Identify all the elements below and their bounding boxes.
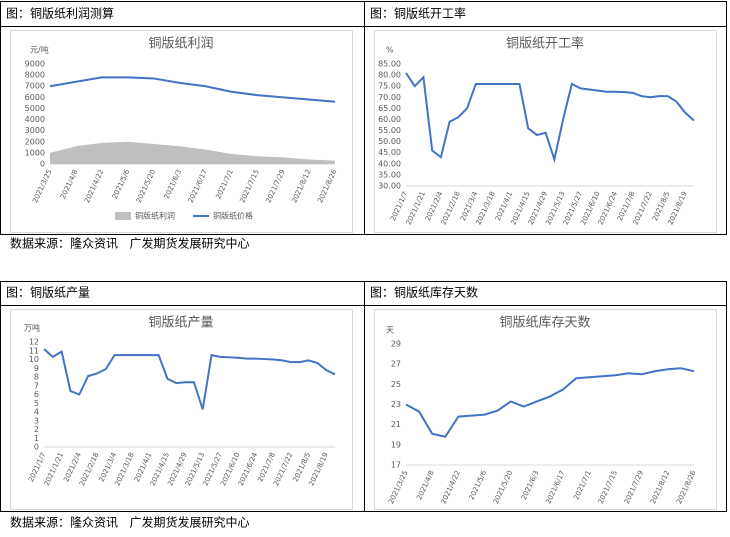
x-tick-label: 2021/5/6 bbox=[468, 469, 489, 501]
line bbox=[49, 76, 336, 103]
y-tick-label: 5000 bbox=[25, 104, 45, 113]
x-tick-label: 2021/5/6 bbox=[111, 168, 132, 200]
y-unit: 元/吨 bbox=[30, 45, 49, 55]
y-tick-label: 30.00 bbox=[378, 182, 401, 191]
y-tick-label: 6000 bbox=[25, 93, 45, 102]
x-tick-label: 2021/8/12 bbox=[649, 469, 671, 505]
y-tick-label: 7000 bbox=[25, 82, 45, 91]
x-tick-label: 2021/5/20 bbox=[135, 168, 157, 204]
y-tick-label: 19 bbox=[391, 440, 401, 449]
y-unit: 天 bbox=[386, 326, 394, 335]
x-tick-label: 2021/6/3 bbox=[520, 469, 541, 501]
y-tick-label: 85.00 bbox=[378, 60, 401, 69]
y-tick-label: 50.00 bbox=[378, 137, 401, 146]
chart-title: 铜版纸开工率 bbox=[506, 36, 584, 52]
chart-border bbox=[374, 309, 717, 510]
x-tick-label: 2021/4/8 bbox=[59, 168, 80, 200]
y-tick-label: 0 bbox=[34, 443, 39, 452]
y-tick-label: 45.00 bbox=[378, 148, 401, 157]
chart-border bbox=[374, 30, 717, 233]
frames bbox=[0, 1, 727, 512]
y-tick-label: 40.00 bbox=[378, 159, 401, 168]
header: 图：铜版纸开工率 bbox=[370, 6, 466, 21]
chart-title: 铜版纸库存天数 bbox=[499, 315, 590, 331]
y-tick-label: 4 bbox=[34, 408, 39, 417]
header: 图：铜版纸产量 bbox=[6, 285, 90, 300]
x-tick-label: 2021/8/26 bbox=[316, 168, 339, 204]
line bbox=[405, 72, 695, 164]
x-tick-label: 2021/5/20 bbox=[492, 469, 514, 505]
y-tick-label: 21 bbox=[391, 420, 401, 429]
y-tick-label: 10 bbox=[29, 355, 39, 364]
x-tick-label: 2021/7/15 bbox=[238, 168, 260, 204]
y-tick-label: 23 bbox=[391, 400, 401, 409]
chart-border bbox=[10, 309, 353, 510]
y-tick-label: 4000 bbox=[25, 115, 45, 124]
x-tick-label: 2021/7/15 bbox=[597, 469, 619, 505]
y-tick-label: 12 bbox=[29, 338, 39, 347]
source: 数据来源：隆众资讯 广发期货发展研究中心 bbox=[10, 515, 249, 530]
x-tick-label: 2021/4/22 bbox=[83, 168, 105, 204]
y-tick-label: 60.00 bbox=[378, 115, 401, 124]
line bbox=[43, 348, 336, 410]
y-tick-label: 9 bbox=[34, 364, 39, 373]
x-tick-label: 2021/6/17 bbox=[544, 469, 566, 505]
area bbox=[50, 141, 335, 164]
y-tick-label: 8000 bbox=[25, 71, 45, 80]
y-tick-label: 1 bbox=[34, 434, 39, 443]
y-tick-label: 9000 bbox=[25, 60, 45, 69]
x-tick-label: 2021/4/8 bbox=[415, 469, 436, 501]
y-tick-label: 35.00 bbox=[378, 170, 401, 179]
y-tick-label: 6 bbox=[34, 390, 39, 399]
y-tick-label: 17 bbox=[391, 461, 401, 470]
bottom-frame bbox=[0, 281, 727, 512]
legend-label: 铜版纸价格 bbox=[213, 211, 253, 221]
x-tick-label: 2021/7/1 bbox=[214, 168, 235, 200]
x-tick-label: 2021/3/25 bbox=[31, 168, 53, 204]
legend-label: 铜版纸利润 bbox=[135, 211, 175, 221]
chart-title: 铜版纸利润 bbox=[148, 37, 213, 52]
y-tick-label: 7 bbox=[34, 381, 39, 390]
y-tick-label: 1000 bbox=[25, 148, 45, 157]
source: 数据来源：隆众资讯 广发期货发展研究中心 bbox=[10, 236, 249, 251]
x-tick-label: 2021/8/26 bbox=[675, 469, 698, 505]
chart-title: 铜版纸产量 bbox=[148, 316, 213, 331]
y-tick-label: 80.00 bbox=[378, 71, 401, 80]
y-tick-label: 55.00 bbox=[378, 126, 401, 135]
x-tick-label: 2021/4/22 bbox=[440, 469, 462, 505]
chart-border bbox=[10, 30, 353, 233]
legend-swatch bbox=[115, 212, 131, 220]
y-tick-label: 3 bbox=[34, 416, 39, 425]
header: 图：铜版纸利润测算 bbox=[6, 6, 114, 21]
y-tick-label: 75.00 bbox=[378, 82, 401, 91]
y-tick-label: 5 bbox=[34, 399, 39, 408]
y-tick-label: 29 bbox=[391, 340, 401, 349]
y-tick-label: 3000 bbox=[25, 126, 45, 135]
y-unit: 万吨 bbox=[24, 323, 40, 333]
y-tick-label: 2 bbox=[34, 425, 39, 434]
x-tick-label: 2021/3/25 bbox=[387, 469, 409, 505]
x-tick-label: 2021/7/29 bbox=[264, 168, 286, 204]
y-tick-label: 27 bbox=[391, 360, 401, 369]
x-tick-label: 2021/6/17 bbox=[187, 168, 209, 204]
y-tick-label: 0 bbox=[40, 160, 45, 169]
line bbox=[405, 367, 695, 438]
y-tick-label: 70.00 bbox=[378, 93, 401, 102]
header: 图：铜版纸库存天数 bbox=[370, 285, 478, 300]
x-tick-label: 2021/7/1 bbox=[572, 469, 593, 501]
x-tick-label: 2021/8/12 bbox=[290, 168, 312, 204]
x-tick-label: 2021/7/29 bbox=[623, 469, 645, 505]
y-unit: % bbox=[386, 46, 394, 55]
top-frame bbox=[0, 1, 727, 235]
y-tick-label: 25 bbox=[391, 380, 401, 389]
y-tick-label: 8 bbox=[34, 373, 39, 382]
x-tick-label: 2021/6/3 bbox=[163, 168, 184, 200]
y-tick-label: 65.00 bbox=[378, 104, 401, 113]
y-tick-label: 11 bbox=[29, 346, 39, 355]
y-tick-label: 2000 bbox=[25, 137, 45, 146]
